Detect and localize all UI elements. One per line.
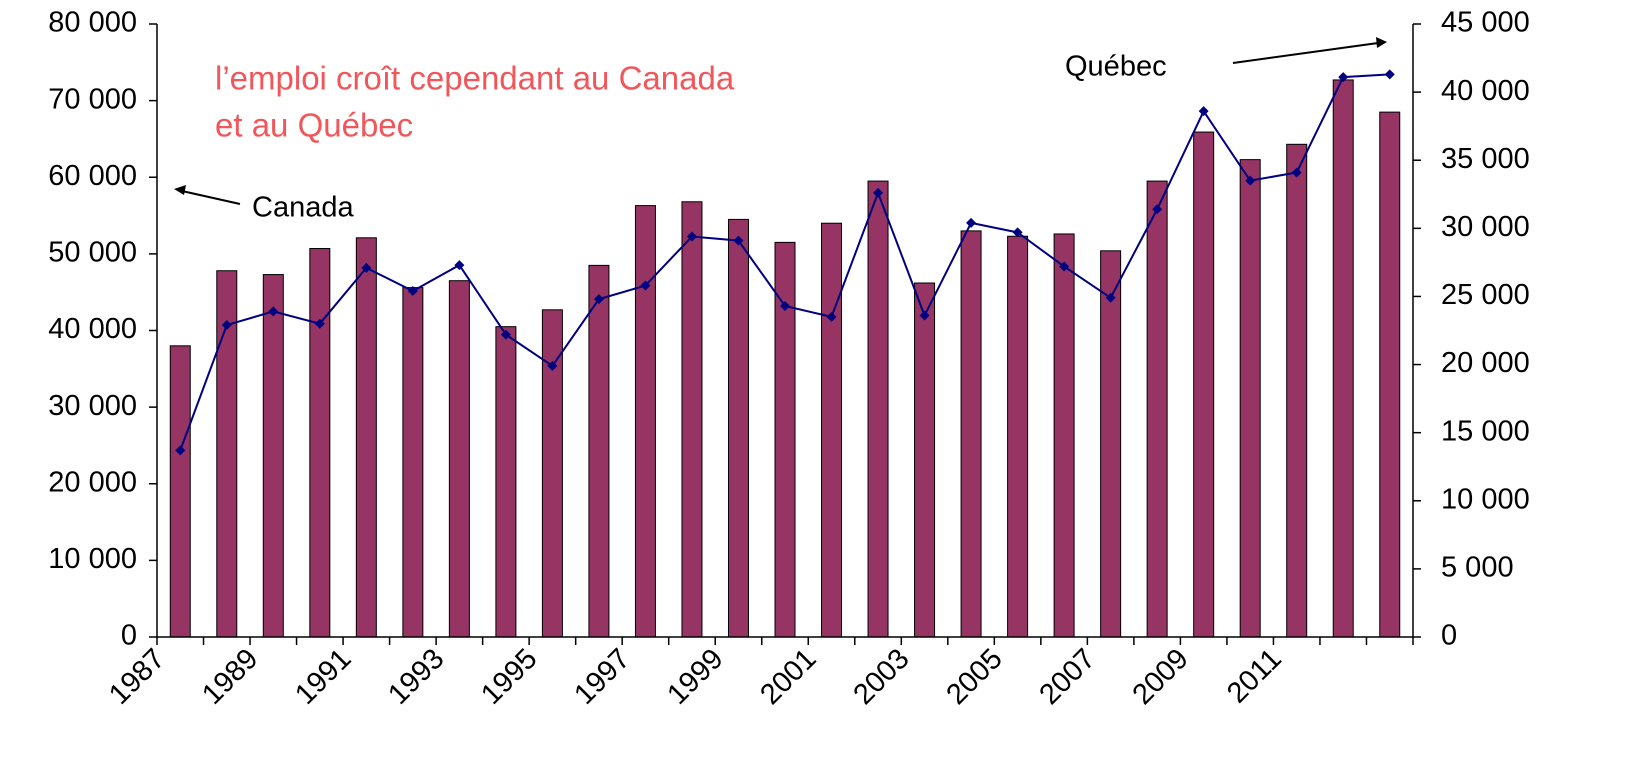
- y2-tick-label: 15 000: [1441, 415, 1530, 447]
- marker: [361, 262, 372, 273]
- marker: [1012, 227, 1023, 238]
- x-tick-label: 2009: [1127, 643, 1195, 711]
- marker: [407, 285, 418, 296]
- y-tick-label: 30 000: [48, 390, 137, 422]
- marker: [1384, 69, 1395, 80]
- marker: [640, 280, 651, 291]
- marker: [175, 445, 186, 456]
- y2-tick-label: 35 000: [1441, 143, 1530, 175]
- series-label: Canada: [252, 192, 354, 224]
- x-tick-label: 1991: [289, 643, 357, 711]
- bar: [1100, 250, 1122, 638]
- bar: [1146, 180, 1168, 638]
- arrow: [1232, 42, 1379, 64]
- bar: [960, 230, 982, 638]
- y2-tick-label: 20 000: [1441, 347, 1530, 379]
- x-tick-label: 2005: [940, 643, 1008, 711]
- bar: [169, 345, 191, 638]
- bar: [1007, 235, 1029, 638]
- x-tick-label: 1999: [661, 643, 729, 711]
- y-tick-label: 20 000: [48, 466, 137, 498]
- y-tick-label: 70 000: [48, 83, 137, 115]
- bar: [727, 218, 749, 638]
- marker: [454, 260, 465, 271]
- bar: [1193, 131, 1215, 638]
- x-tick-label: 1997: [568, 643, 636, 711]
- x-tick-label: 1989: [196, 643, 264, 711]
- y2-tick-label: 5 000: [1441, 552, 1514, 584]
- bar: [402, 287, 424, 638]
- marker: [1059, 261, 1070, 272]
- bar: [1239, 159, 1261, 638]
- marker: [873, 187, 884, 198]
- bar: [588, 264, 610, 638]
- y-tick-label: 40 000: [48, 313, 137, 345]
- bar: [1053, 233, 1075, 638]
- marker: [547, 360, 558, 371]
- y2-tick-label: 40 000: [1441, 75, 1530, 107]
- arrow-head: [174, 185, 186, 195]
- marker: [1198, 106, 1209, 117]
- marker: [268, 306, 279, 317]
- marker: [686, 231, 697, 242]
- marker: [500, 329, 511, 340]
- marker: [780, 300, 790, 311]
- marker: [919, 310, 930, 321]
- marker: [314, 318, 325, 329]
- x-tick-label: 2003: [847, 643, 915, 711]
- y2-tick-label: 25 000: [1441, 279, 1530, 311]
- y2-tick-label: 30 000: [1441, 211, 1530, 243]
- bar: [495, 326, 517, 638]
- marker: [733, 235, 744, 246]
- arrow: [181, 190, 241, 205]
- y2-tick-label: 0: [1441, 620, 1457, 652]
- bar: [914, 282, 936, 638]
- x-tick-label: 1995: [475, 643, 543, 711]
- bar: [821, 222, 843, 638]
- y2-tick-label: 10 000: [1441, 483, 1530, 515]
- bar: [541, 309, 563, 638]
- annotation: et au Québec: [215, 107, 413, 144]
- y-tick-label: 10 000: [48, 543, 137, 575]
- bar: [867, 180, 889, 638]
- bar: [1286, 143, 1308, 638]
- arrow-head: [1376, 37, 1387, 48]
- bar: [634, 205, 656, 638]
- bar: [1379, 111, 1401, 638]
- marker: [1105, 292, 1116, 303]
- x-tick-label: 1987: [103, 643, 171, 711]
- marker: [1338, 72, 1349, 83]
- bar: [681, 201, 703, 638]
- marker: [593, 294, 604, 305]
- marker: [826, 311, 837, 322]
- bar: [262, 274, 284, 638]
- annotation: l’emploi croît cependant au Canada: [215, 60, 735, 97]
- x-tick-label: 2011: [1221, 643, 1288, 710]
- series-label: Québec: [1065, 51, 1167, 83]
- bar: [448, 280, 470, 638]
- marker: [966, 217, 977, 228]
- bar: [309, 248, 331, 638]
- x-tick-label: 2001: [754, 643, 822, 711]
- y-tick-label: 0: [121, 620, 137, 652]
- y-tick-label: 60 000: [48, 160, 137, 192]
- y2-tick-label: 45 000: [1441, 7, 1530, 39]
- y-tick-label: 80 000: [48, 7, 137, 39]
- x-tick-label: 2007: [1033, 643, 1101, 711]
- bar: [355, 237, 377, 638]
- y-tick-label: 50 000: [48, 237, 137, 269]
- marker: [1245, 175, 1256, 186]
- marker: [1152, 204, 1163, 215]
- x-tick-label: 1993: [382, 643, 450, 711]
- marker: [1291, 167, 1302, 178]
- marker: [221, 320, 232, 331]
- bar: [1332, 79, 1354, 638]
